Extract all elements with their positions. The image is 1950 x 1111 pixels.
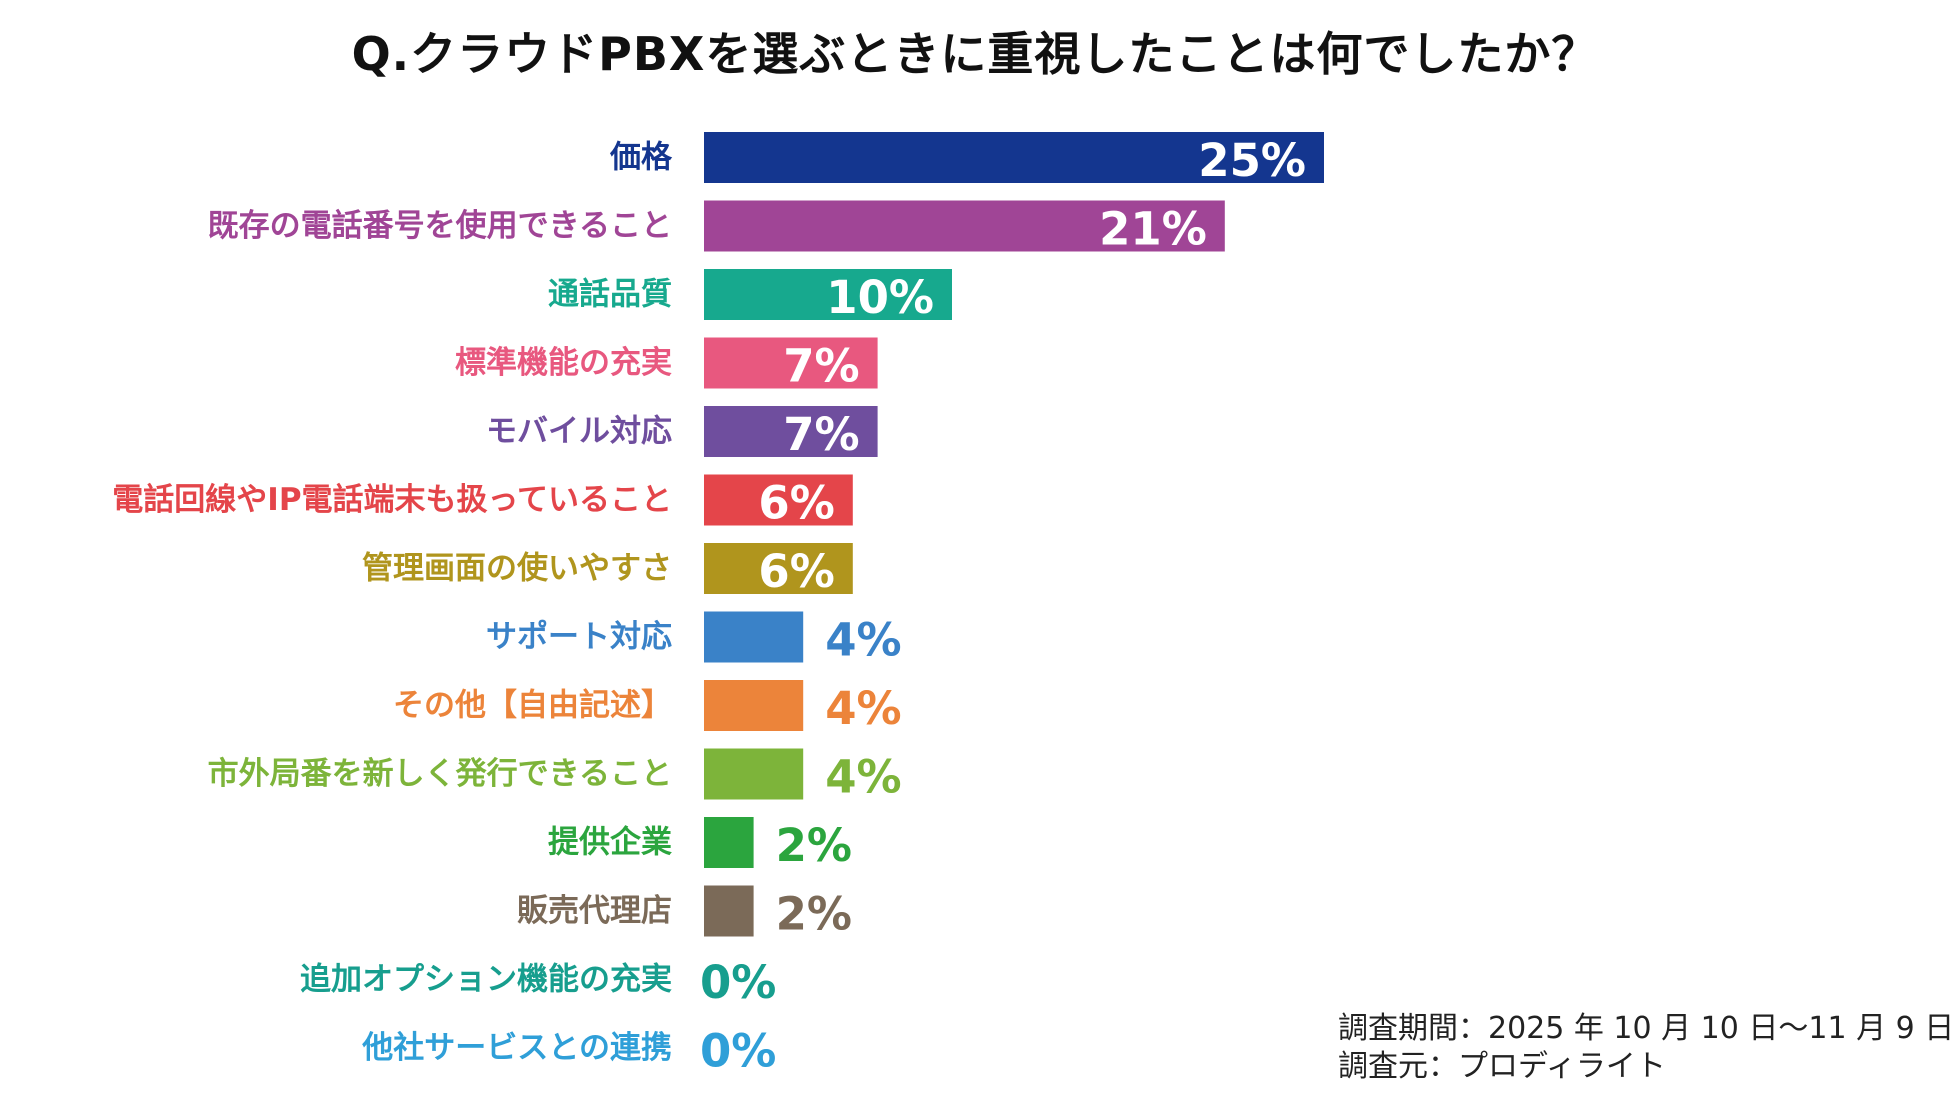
value-label: 25% bbox=[1198, 134, 1306, 187]
value-label: 6% bbox=[758, 545, 834, 598]
value-label: 2% bbox=[776, 819, 852, 872]
value-label: 4% bbox=[825, 751, 901, 804]
survey-note: 調査期間：2025 年 10 月 10 日～11 月 9 日 調査元：プロディラ… bbox=[1338, 1010, 1950, 1086]
category-label: モバイル対応 bbox=[486, 414, 672, 450]
bar bbox=[704, 269, 952, 320]
chart-title: Q.クラウドPBXを選ぶときに重視したことは何でしたか？ bbox=[351, 27, 1599, 81]
category-label: 追加オプション機能の充実 bbox=[300, 962, 672, 998]
category-label: 他社サービスとの連携 bbox=[361, 1030, 672, 1066]
bar bbox=[704, 543, 853, 594]
category-label: 既存の電話番号を使用できること bbox=[208, 208, 672, 244]
category-label: 販売代理店 bbox=[517, 893, 672, 929]
value-label: 7% bbox=[783, 340, 859, 393]
category-label: 電話回線やIP電話端末も扱っていること bbox=[112, 482, 672, 518]
category-label: サポート対応 bbox=[486, 619, 672, 655]
bar bbox=[704, 474, 853, 526]
value-label: 7% bbox=[783, 408, 859, 461]
category-label: 標準機能の充実 bbox=[455, 345, 672, 381]
value-label: 4% bbox=[825, 614, 901, 667]
value-label: 0% bbox=[700, 1025, 776, 1078]
bar bbox=[704, 748, 804, 800]
value-label: 0% bbox=[700, 956, 776, 1009]
survey-source: 調査元：プロディライト bbox=[1338, 1049, 1666, 1084]
category-label: 管理画面の使いやすさ bbox=[362, 551, 672, 587]
bar bbox=[704, 817, 754, 868]
category-label: その他【自由記述】 bbox=[393, 688, 672, 724]
value-label: 4% bbox=[825, 682, 901, 735]
survey-period: 調査期間：2025 年 10 月 10 日～11 月 9 日 bbox=[1338, 1011, 1950, 1046]
category-label: 価格 bbox=[609, 140, 673, 176]
value-label: 2% bbox=[776, 888, 852, 941]
category-label: 市外局番を新しく発行できること bbox=[208, 756, 672, 792]
value-label: 21% bbox=[1099, 203, 1207, 256]
category-label: 提供企業 bbox=[548, 825, 672, 861]
bar bbox=[704, 611, 804, 663]
bar bbox=[704, 885, 754, 937]
bar bbox=[704, 680, 804, 731]
bar bbox=[704, 200, 1225, 252]
bar bbox=[704, 132, 1324, 183]
value-label: 10% bbox=[826, 271, 934, 324]
category-label: 通話品質 bbox=[548, 277, 672, 313]
bar bbox=[704, 406, 878, 457]
bar bbox=[704, 337, 878, 389]
value-label: 6% bbox=[758, 477, 834, 530]
